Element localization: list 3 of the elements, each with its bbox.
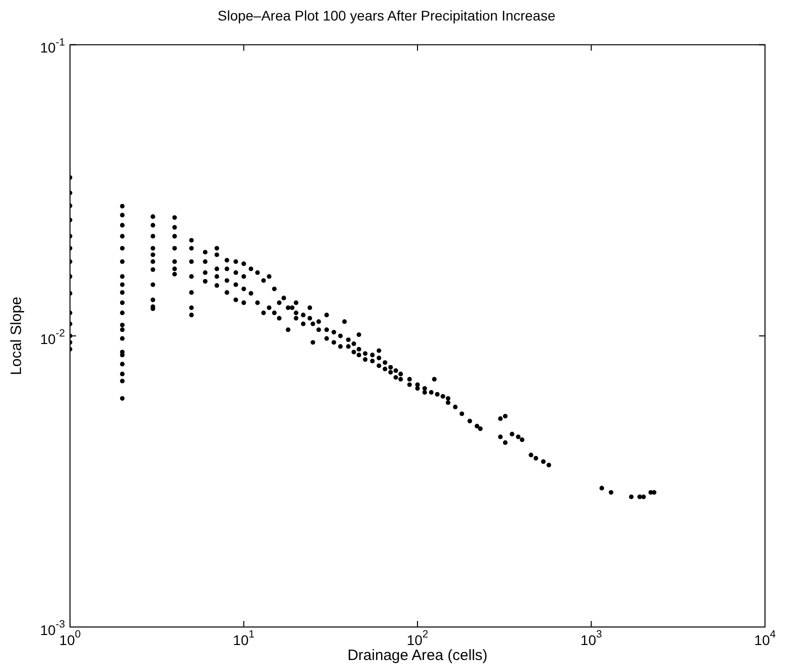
y-axis-title: Local Slope [8, 296, 26, 376]
x-axis-title: Drainage Area (cells) [347, 647, 488, 664]
chart-title: Slope–Area Plot 100 years After Precipitation Increase [218, 7, 556, 24]
